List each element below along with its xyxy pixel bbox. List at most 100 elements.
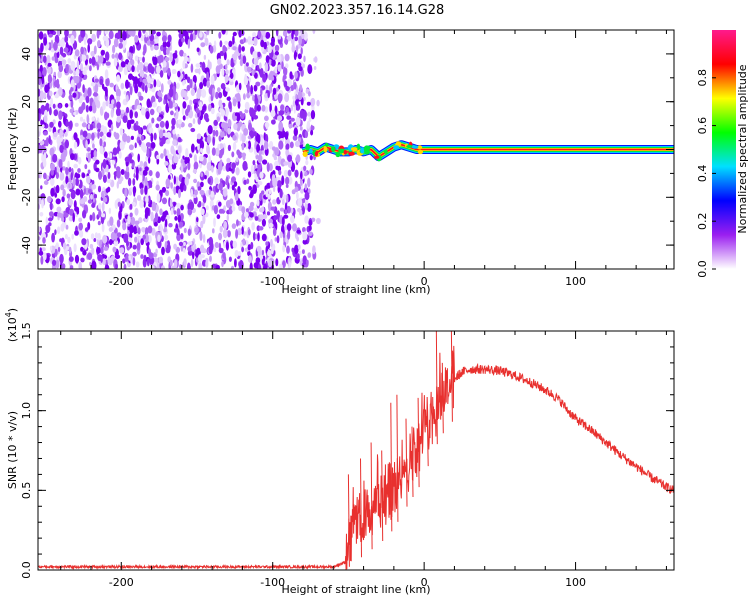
noise-speckle [207, 125, 213, 135]
noise-speckle [256, 143, 261, 153]
noise-speckle [64, 103, 69, 108]
noise-speckle [87, 188, 92, 194]
noise-speckle [144, 212, 148, 219]
noise-speckle [217, 58, 222, 66]
noise-speckle [52, 259, 57, 266]
noise-speckle [226, 214, 229, 222]
noise-speckle [277, 93, 283, 103]
snr-spike [405, 418, 408, 507]
noise-speckle [120, 82, 125, 90]
noise-speckle [207, 145, 210, 155]
noise-speckle [146, 98, 151, 108]
noise-speckle [50, 187, 55, 197]
noise-speckle [114, 199, 119, 209]
noise-speckle [283, 214, 289, 219]
noise-speckle [232, 46, 237, 51]
noise-speckle [303, 165, 307, 172]
noise-speckle [241, 142, 245, 151]
noise-speckle [41, 247, 46, 252]
noise-speckle [285, 194, 289, 205]
noise-speckle [157, 90, 162, 97]
noise-speckle [57, 212, 62, 218]
noise-speckle [38, 139, 41, 144]
noise-speckle [196, 149, 199, 154]
noise-speckle [112, 246, 117, 253]
noise-speckle [289, 71, 293, 79]
noise-speckle [275, 30, 279, 37]
noise-speckle [256, 104, 261, 112]
noise-speckle [276, 54, 282, 63]
noise-speckle [91, 132, 95, 141]
noise-speckle [124, 256, 129, 262]
noise-speckle [286, 223, 292, 232]
noise-speckle [278, 121, 284, 132]
noise-speckle [262, 159, 268, 165]
noise-speckle [158, 54, 164, 63]
noise-speckle [56, 206, 62, 213]
noise-speckle [196, 92, 201, 99]
noise-speckle [210, 107, 215, 115]
noise-speckle [94, 232, 98, 239]
noise-speckle [58, 87, 63, 97]
noise-speckle [284, 224, 288, 231]
noise-speckle [167, 34, 172, 43]
noise-speckle [218, 182, 223, 191]
noise-speckle [54, 192, 58, 198]
noise-speckle [146, 83, 151, 88]
noise-speckle [122, 258, 126, 264]
noise-speckle [62, 189, 66, 197]
noise-speckle [284, 202, 288, 212]
noise-speckle [153, 257, 159, 264]
noise-speckle [150, 211, 154, 222]
noise-speckle [257, 134, 261, 144]
noise-speckle [74, 49, 80, 57]
noise-speckle [135, 261, 140, 268]
noise-speckle [254, 216, 259, 221]
noise-speckle [269, 84, 273, 94]
noise-speckle [265, 189, 269, 198]
noise-speckle [87, 43, 90, 53]
noise-speckle [259, 67, 264, 78]
noise-speckle [142, 78, 148, 84]
noise-speckle [94, 83, 99, 94]
noise-speckle [176, 234, 181, 240]
noise-speckle [54, 57, 59, 64]
x-tick-label: -200 [109, 275, 134, 288]
noise-speckle [277, 64, 282, 72]
noise-speckle [281, 175, 285, 186]
noise-speckle [200, 220, 204, 229]
noise-speckle [51, 232, 55, 243]
noise-speckle [234, 192, 239, 202]
noise-speckle [236, 92, 241, 103]
noise-speckle [137, 227, 141, 235]
noise-speckle [282, 130, 286, 136]
noise-speckle [189, 153, 193, 158]
noise-speckle [314, 56, 318, 63]
noise-speckle [212, 45, 217, 53]
noise-speckle [253, 56, 259, 66]
noise-speckle [112, 44, 116, 54]
noise-speckle [84, 164, 88, 170]
noise-speckle [189, 78, 193, 89]
noise-speckle [85, 54, 89, 60]
noise-speckle [61, 59, 67, 65]
noise-speckle [65, 167, 69, 176]
snr-y-multiplier: (x104) [4, 308, 19, 342]
noise-speckle [53, 71, 56, 77]
noise-speckle [103, 86, 107, 92]
noise-speckle [263, 140, 269, 150]
noise-speckle [153, 132, 157, 141]
noise-speckle [68, 208, 74, 216]
noise-speckle [65, 207, 71, 212]
noise-speckle [40, 90, 44, 101]
noise-speckle [208, 189, 211, 196]
noise-speckle [80, 192, 84, 197]
noise-speckle [101, 213, 106, 218]
noise-speckle [148, 156, 151, 164]
noise-speckle [191, 143, 195, 153]
noise-speckle [97, 185, 102, 193]
noise-speckle [214, 147, 220, 157]
noise-speckle [292, 135, 298, 141]
noise-speckle [190, 88, 196, 97]
noise-speckle [38, 226, 41, 233]
